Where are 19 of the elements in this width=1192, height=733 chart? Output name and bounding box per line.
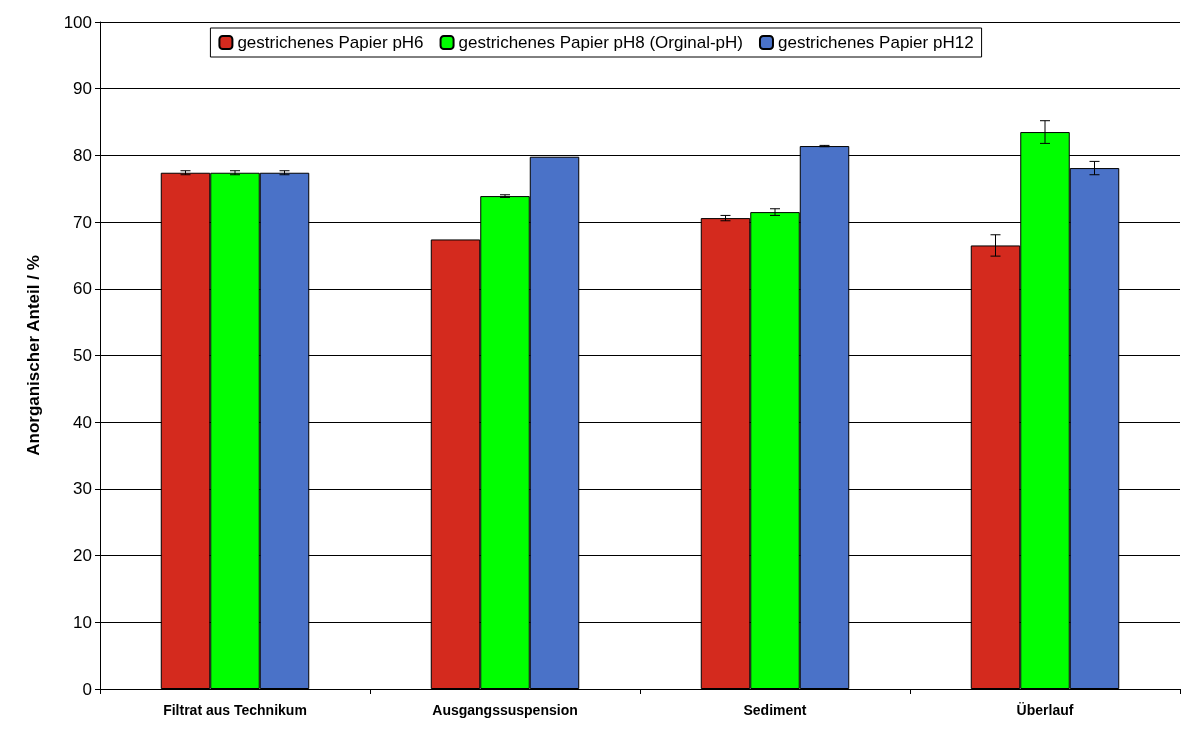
y-tick-label: 90 (73, 79, 92, 99)
legend-label: gestrichenes Papier pH6 (237, 33, 424, 52)
x-tick-label: Überlauf (1016, 702, 1074, 718)
x-tick-label: Ausgangssuspension (432, 702, 578, 718)
y-tick-label: 10 (73, 612, 92, 632)
y-tick-label: 60 (73, 279, 92, 299)
legend-label: gestrichenes Papier pH8 (Orginal-pH) (458, 33, 743, 52)
y-tick-label: 0 (82, 679, 92, 699)
y-tick-label: 50 (73, 346, 92, 365)
x-tick-label: Filtrat aus Technikum (163, 702, 307, 718)
y-tick-label: 30 (73, 479, 92, 499)
y-tick-label: 80 (73, 145, 92, 165)
y-axis-title: Anorganischer Anteil / % (24, 255, 43, 456)
y-tick-label: 70 (73, 212, 92, 232)
y-tick-label: 40 (73, 412, 92, 432)
y-tick-label: 100 (63, 12, 92, 32)
x-tick-label: Sediment (743, 702, 807, 718)
y-tick-label: 20 (73, 546, 92, 566)
legend-label: gestrichenes Papier pH12 (777, 33, 974, 52)
